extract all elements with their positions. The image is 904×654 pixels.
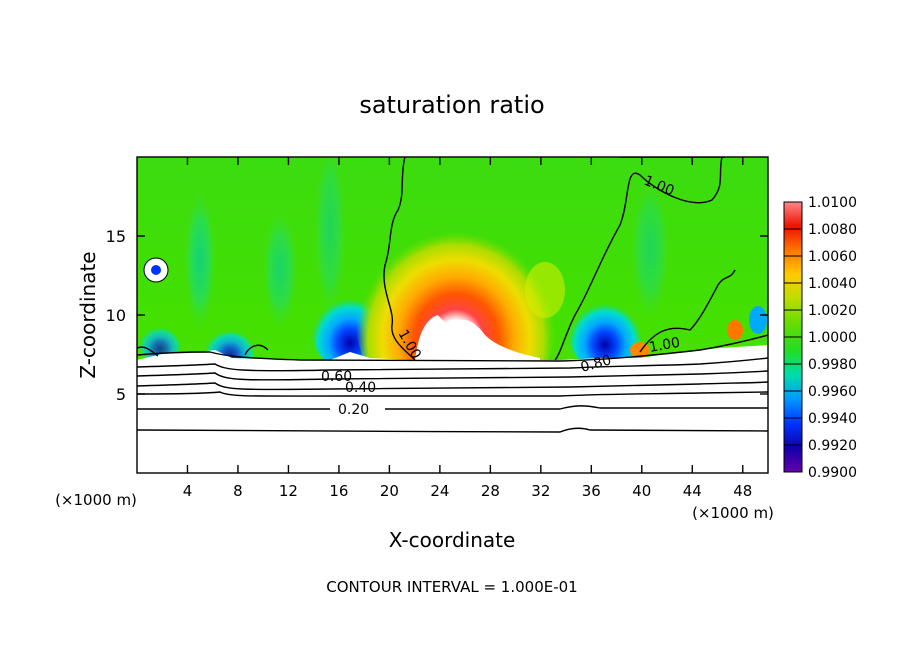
contour-0.50 <box>137 370 768 381</box>
colorbar-label: 0.9940 <box>808 411 857 427</box>
field-streak <box>262 210 298 330</box>
contour-0.60 <box>137 357 768 372</box>
x-tick-label: 40 <box>632 482 651 500</box>
contour-1.00-left-lobe <box>244 344 269 356</box>
contour-lines <box>137 157 768 433</box>
contour-1.00-right <box>554 157 723 361</box>
contour-0.40 <box>137 381 768 391</box>
y-tick-label: 5 <box>116 385 126 404</box>
field-streak <box>184 190 216 330</box>
x-tick-label: 36 <box>582 482 601 500</box>
plot-area: 1.00 1.00 1.00 0.80 0.60 0.40 0.20 <box>137 157 768 473</box>
x-tick-label: 8 <box>233 482 243 500</box>
contour-1.00-left <box>383 157 416 361</box>
colorbar-label: 1.0000 <box>808 330 857 346</box>
left-anomaly-core <box>151 265 161 275</box>
contour-label: 0.20 <box>338 402 369 418</box>
colorbar-label: 0.9960 <box>808 384 857 400</box>
x-tick-label: 24 <box>430 482 449 500</box>
colorbar-label: 0.9900 <box>808 465 857 481</box>
colorbar-label: 1.0100 <box>808 195 857 211</box>
contour-0.20 <box>137 405 768 410</box>
field-streak <box>630 180 670 320</box>
warm-spot <box>727 320 743 340</box>
colorbar-ticks: 1.0100 1.0080 1.0060 1.0040 1.0020 1.0000 0.99… <box>784 195 857 481</box>
contour-0.30-aux <box>137 346 159 357</box>
plume-secondary <box>525 262 565 318</box>
x-tick-label: 12 <box>279 482 298 500</box>
contour-label: 0.80 <box>579 352 613 376</box>
y-tick-label: 10 <box>106 306 126 325</box>
contour-0.80 <box>137 334 768 362</box>
x-tick-label: 4 <box>183 482 193 500</box>
x-axis: 4 8 12 16 20 24 28 32 36 40 44 48 <box>183 157 752 500</box>
x-tick-label: 48 <box>733 482 752 500</box>
x-tick-label: 16 <box>329 482 348 500</box>
x-unit-label-left: (×1000 m) <box>55 491 137 509</box>
colorbar-label: 1.0080 <box>808 222 857 238</box>
plume-base <box>415 315 540 362</box>
colorbar-label: 1.0040 <box>808 276 857 292</box>
x-axis-title: X-coordinate <box>389 528 516 552</box>
contour-1.00-lower-right <box>639 269 736 353</box>
colorbar-label: 1.0020 <box>808 303 857 319</box>
cold-spot <box>749 306 767 334</box>
contour-0.30 <box>137 391 768 397</box>
y-tick-label: 15 <box>106 227 126 246</box>
contour-label: 0.40 <box>345 380 376 396</box>
colorbar: 1.0100 1.0080 1.0060 1.0040 1.0020 1.0000 0.99… <box>783 195 857 481</box>
x-tick-label: 32 <box>531 482 550 500</box>
x-tick-label: 28 <box>481 482 500 500</box>
subsaturated-dip <box>567 286 643 370</box>
colorbar-label: 0.9980 <box>808 357 857 373</box>
subsaturated-dip <box>138 318 182 362</box>
field-streak <box>314 157 346 320</box>
x-unit-label-right: (×1000 m) <box>692 504 774 522</box>
chart-title: saturation ratio <box>359 91 544 119</box>
colorbar-label: 0.9920 <box>808 438 857 454</box>
contour-label: 0.60 <box>321 369 352 385</box>
x-tick-label: 20 <box>380 482 399 500</box>
y-axis-title: Z-coordinate <box>76 251 100 378</box>
contour-0.10 <box>137 427 768 433</box>
y-axis: 5 10 15 <box>106 227 768 404</box>
contour-interval-note: CONTOUR INTERVAL = 1.000E-01 <box>326 578 577 596</box>
colorbar-label: 1.0060 <box>808 249 857 265</box>
contour-label: 1.00 <box>648 335 681 356</box>
x-tick-label: 44 <box>683 482 702 500</box>
